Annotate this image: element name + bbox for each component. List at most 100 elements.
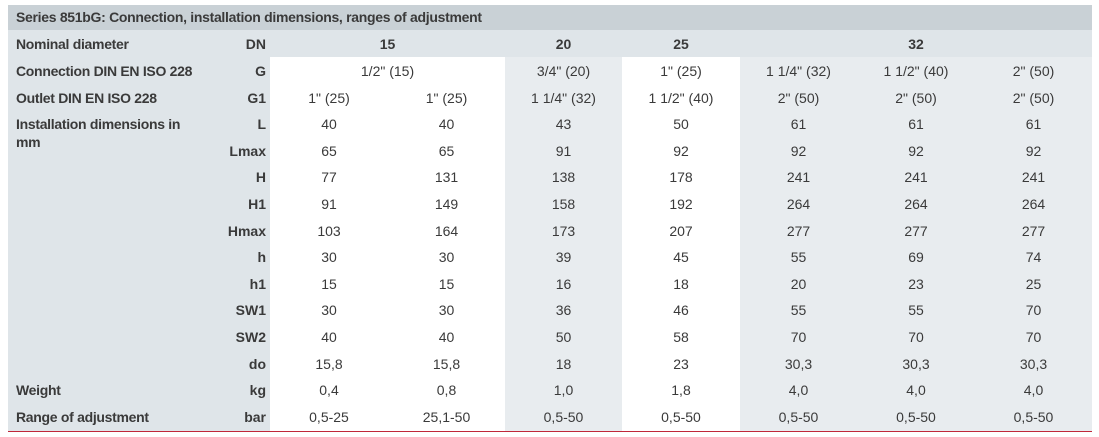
cell-value: 158 (551, 196, 576, 212)
cell-value: 30 (438, 249, 455, 266)
cell-value: 277 (904, 222, 928, 239)
cell-value: 0,5-25 (309, 408, 349, 425)
cell-value: 70 (790, 329, 807, 345)
cell-value: 92 (908, 142, 924, 159)
cell-value: 2" (50) (895, 89, 937, 106)
cell-value: 0,8 (436, 382, 457, 399)
title-band (8, 5, 1092, 30)
cell-value: 241 (1021, 169, 1046, 186)
cell-value: 264 (786, 196, 811, 212)
unit-label: DN (245, 36, 266, 52)
cell-value: 138 (551, 169, 576, 186)
group-header: 15 (379, 36, 396, 52)
cell-value: 4,0 (906, 382, 926, 399)
cell-value: 0,5-50 (896, 408, 936, 425)
cell-value: 15 (321, 275, 337, 292)
cell-value: 0,5-50 (543, 408, 584, 425)
row-label: Outlet DIN EN ISO 228 (16, 89, 157, 106)
cell-value: 40 (321, 329, 337, 345)
cell-value: 15,8 (315, 355, 343, 372)
cell-value: 2" (50) (777, 89, 820, 106)
unit-label: H1 (248, 196, 266, 212)
cell-value: 77 (321, 169, 337, 186)
cell-value: 0,4 (319, 382, 339, 399)
unit-label: kg (249, 382, 266, 399)
cell-value: 92 (673, 142, 689, 159)
cell-value: 149 (434, 196, 459, 212)
group-header: 20 (555, 36, 572, 52)
cell-value: 65 (438, 142, 455, 159)
cell-value: 264 (904, 196, 928, 212)
cell-value: 1" (25) (660, 63, 702, 79)
col-band (740, 57, 1092, 431)
unit-label: h1 (249, 275, 266, 292)
cell-value: 241 (904, 169, 928, 186)
unit-label: Hmax (227, 222, 266, 239)
cell-value: 45 (673, 249, 689, 266)
cell-value: 30,3 (784, 355, 813, 372)
unit-label: G (255, 63, 266, 79)
cell-value: 30,3 (1019, 355, 1048, 372)
cell-value: 1,0 (553, 382, 574, 399)
cell-value: 65 (321, 142, 337, 159)
cell-value: 1 1/4" (32) (766, 63, 831, 79)
unit-label: do (248, 355, 266, 372)
cell-value: 69 (908, 249, 924, 266)
cell-value: 1" (25) (425, 89, 468, 106)
unit-label: G1 (247, 89, 266, 106)
cell-value: 50 (555, 329, 572, 345)
cell-value: 0,5-50 (778, 408, 819, 425)
cell-value: 178 (669, 169, 693, 186)
cell-value: 50 (673, 116, 689, 133)
cell-value: 1 1/4" (32) (531, 89, 596, 106)
cell-value: 192 (669, 196, 693, 212)
cell-value: 1 1/2" (40) (648, 89, 714, 106)
group-header: 25 (673, 36, 689, 52)
cell-value: 30 (438, 302, 455, 319)
cell-value: 2" (50) (1012, 63, 1055, 79)
left-band (8, 30, 270, 431)
cell-value: 70 (1025, 329, 1042, 345)
cell-value: 40 (438, 116, 455, 133)
cell-value: 61 (1025, 116, 1042, 133)
unit-label: SW2 (235, 329, 266, 345)
row-label: Nominal diameter (16, 36, 129, 52)
cell-value: 25 (1025, 275, 1042, 292)
cell-value: 1,8 (671, 382, 691, 399)
cell-value: 46 (673, 302, 689, 319)
cell-value: 207 (669, 222, 693, 239)
cell-value: 39 (555, 249, 572, 266)
cell-value: 23 (908, 275, 924, 292)
unit-label: Lmax (229, 142, 266, 159)
bottom-rule (8, 431, 1092, 432)
cell-value: 74 (1025, 249, 1042, 266)
cell-value: 2" (50) (1012, 89, 1055, 106)
cell-value: 4,0 (788, 382, 809, 399)
unit-label: bar (244, 408, 266, 425)
table-title: Series 851bG: Connection, installation d… (16, 9, 482, 25)
cell-value: 164 (434, 222, 459, 239)
cell-value: 3/4" (20) (536, 63, 591, 79)
cell-value: 40 (321, 116, 337, 133)
cell-value: 1 1/2" (40) (883, 63, 949, 79)
cell-value: 241 (786, 169, 811, 186)
cell-value: 18 (555, 355, 572, 372)
unit-label: SW1 (235, 302, 266, 319)
cell-value: 173 (551, 222, 576, 239)
cell-value: 15 (438, 275, 455, 292)
cell-value: 25,1-50 (422, 408, 471, 425)
cell-value: 15,8 (432, 355, 461, 372)
cell-value: 91 (555, 142, 572, 159)
cell-value: 92 (1025, 142, 1042, 159)
cell-value: 36 (555, 302, 572, 319)
cell-value: 18 (673, 275, 689, 292)
cell-value: 61 (790, 116, 807, 133)
cell-value: 55 (790, 302, 807, 319)
cell-value: 91 (321, 196, 337, 212)
cell-value: 55 (790, 249, 807, 266)
col-band (505, 57, 622, 431)
cell-value: 43 (555, 116, 572, 133)
cell-value: 20 (790, 275, 807, 292)
row-label: Connection DIN EN ISO 228 (16, 63, 193, 79)
